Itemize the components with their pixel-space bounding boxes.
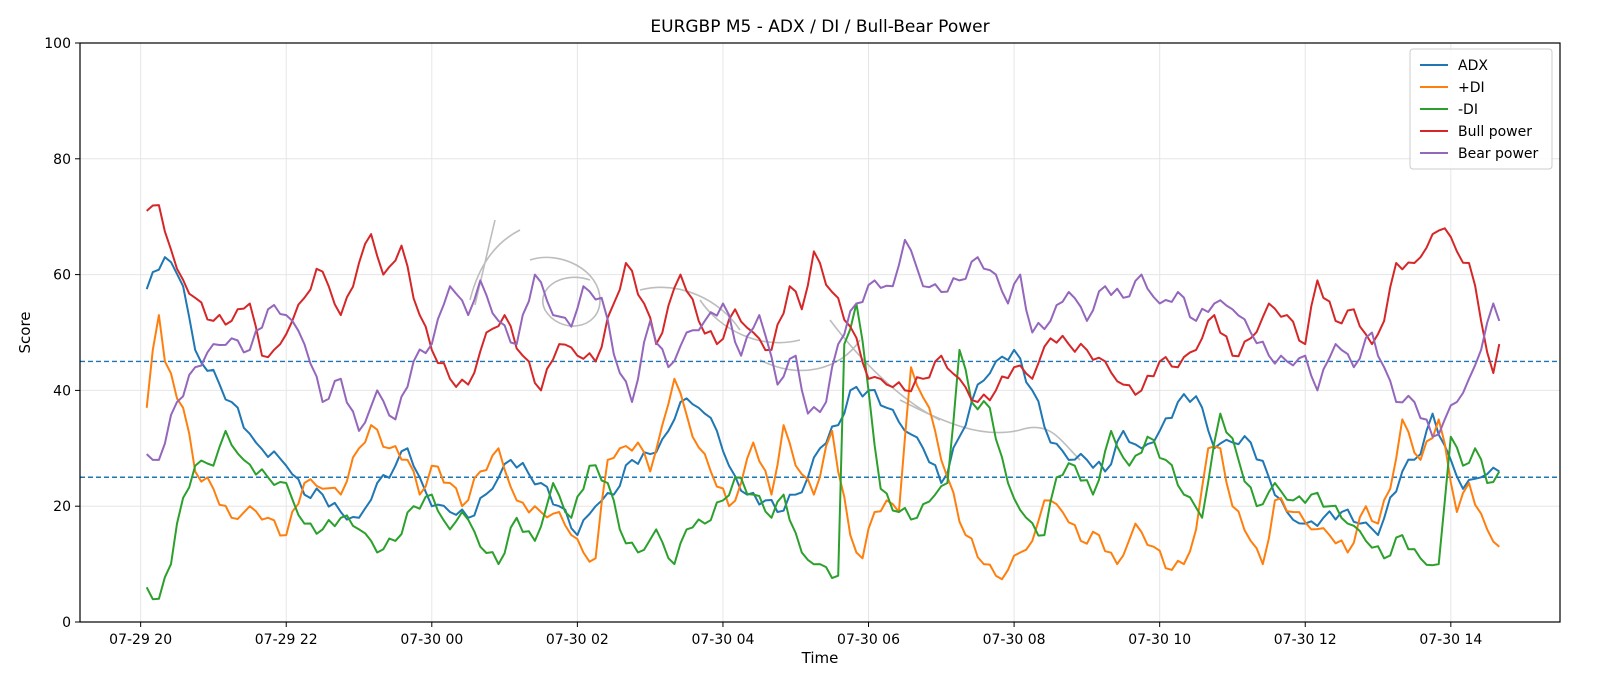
series-layer [145,204,1501,601]
legend-label-bear-power: Bear power [1458,146,1539,162]
x-tick-label: 07-30 00 [400,632,463,648]
series-line-di [145,314,1500,581]
x-axis-label: Time [801,649,839,667]
watermark-stroke [469,219,521,306]
watermark-stroke [759,319,941,421]
chart-title: EURGBP M5 - ADX / DI / Bull-Bear Power [650,17,989,37]
series-line-bull-power [146,204,1501,403]
x-tick-label: 07-30 10 [1128,632,1191,648]
y-tick-label: 0 [62,615,71,631]
legend-label-adx: ADX [1458,58,1488,74]
watermark-stroke [639,286,801,344]
x-tick-label: 07-30 02 [546,632,609,648]
legend-label-di: +DI [1458,80,1485,96]
y-tick-label: 100 [44,36,71,52]
y-tick-label: 80 [53,152,71,168]
legend-label-di: -DI [1458,102,1478,118]
x-tick-label: 07-30 12 [1274,632,1337,648]
y-tick-label: 20 [53,499,71,515]
grid-layer [80,42,1560,623]
x-tick-label: 07-29 20 [109,632,172,648]
x-tick-label: 07-29 22 [255,632,318,648]
watermark-layer [469,219,1081,461]
legend: ADX +DI -DI Bull power Bear power [1409,48,1553,170]
plot-frame [79,42,1561,623]
x-tick-label: 07-30 06 [837,632,900,648]
y-tick-label: 40 [53,383,71,399]
legend-label-bull-power: Bull power [1458,124,1532,140]
x-tick-label: 07-30 08 [983,632,1046,648]
y-tick-label: 60 [53,268,71,284]
x-tick-label: 07-30 14 [1419,632,1482,648]
watermark-stroke [899,399,1081,461]
reference-lines [80,360,1560,478]
y-axis-label: Score [16,311,34,353]
series-line-bear-power [146,238,1501,461]
series-line-adx [145,256,1500,537]
watermark-stroke [529,256,601,327]
x-tick-label: 07-30 04 [691,632,754,648]
axis-layer: 0 20 40 60 80 100 07-29 20 07-29 22 07-30 00 07-3… [44,36,1482,648]
series-line-di [145,302,1501,601]
legend-box [1409,48,1553,170]
